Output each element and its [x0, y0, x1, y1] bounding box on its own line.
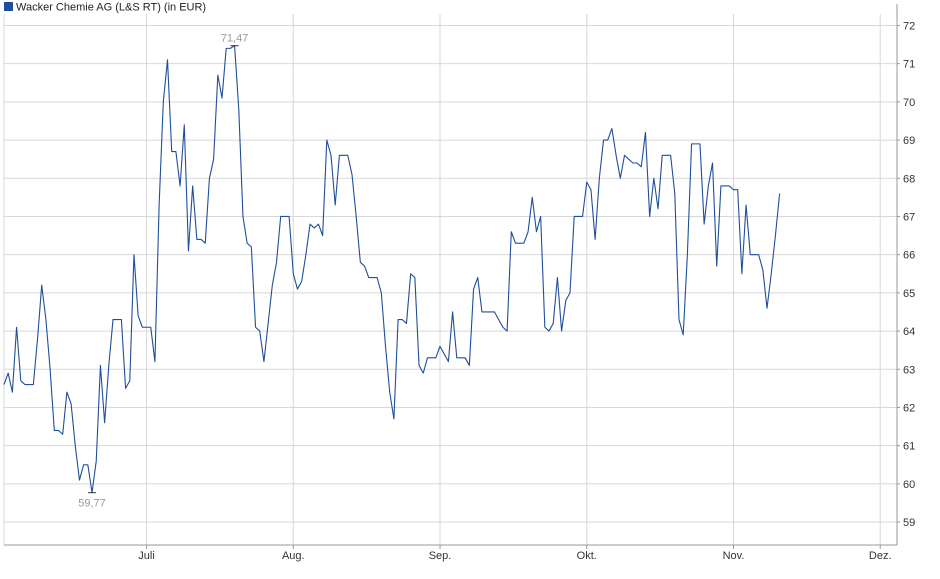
y-tick-label: 60 — [903, 479, 915, 491]
y-tick-label: 72 — [903, 20, 915, 32]
y-tick-label: 65 — [903, 288, 915, 300]
legend: Wacker Chemie AG (L&S RT) (in EUR) — [4, 2, 206, 14]
min-label: 59,77 — [78, 498, 106, 510]
y-axis-ticks: 59 60 61 62 63 64 65 66 67 68 69 70 71 72 — [897, 20, 915, 529]
y-tick-label: 64 — [903, 326, 915, 338]
y-tick-label: 59 — [903, 517, 915, 529]
y-tick-label: 66 — [903, 250, 915, 262]
x-tick-label: Okt. — [577, 550, 597, 562]
y-tick-label: 69 — [903, 135, 915, 147]
x-tick-label: Juli — [138, 550, 155, 562]
series-layer — [3, 45, 781, 494]
y-tick-label: 68 — [903, 173, 915, 185]
max-label: 71,47 — [221, 33, 249, 45]
grid — [4, 14, 897, 545]
legend-swatch — [4, 2, 13, 11]
annotations: 71,47 59,77 — [78, 33, 248, 510]
y-tick-label: 70 — [903, 97, 915, 109]
legend-label: Wacker Chemie AG (L&S RT) (in EUR) — [16, 2, 206, 14]
y-tick-label: 61 — [903, 441, 915, 453]
y-tick-label: 67 — [903, 211, 915, 223]
x-tick-label: Nov. — [723, 550, 745, 562]
x-tick-label: Aug. — [282, 550, 305, 562]
x-axis-ticks: Juli Aug. Sep. Okt. Nov. Dez. — [138, 545, 892, 562]
plot-frame — [3, 4, 898, 546]
y-tick-label: 71 — [903, 59, 915, 71]
x-tick-label: Dez. — [869, 550, 892, 562]
series-line — [3, 45, 781, 494]
x-tick-label: Sep. — [429, 550, 452, 562]
y-tick-label: 63 — [903, 364, 915, 376]
y-tick-label: 62 — [903, 402, 915, 414]
